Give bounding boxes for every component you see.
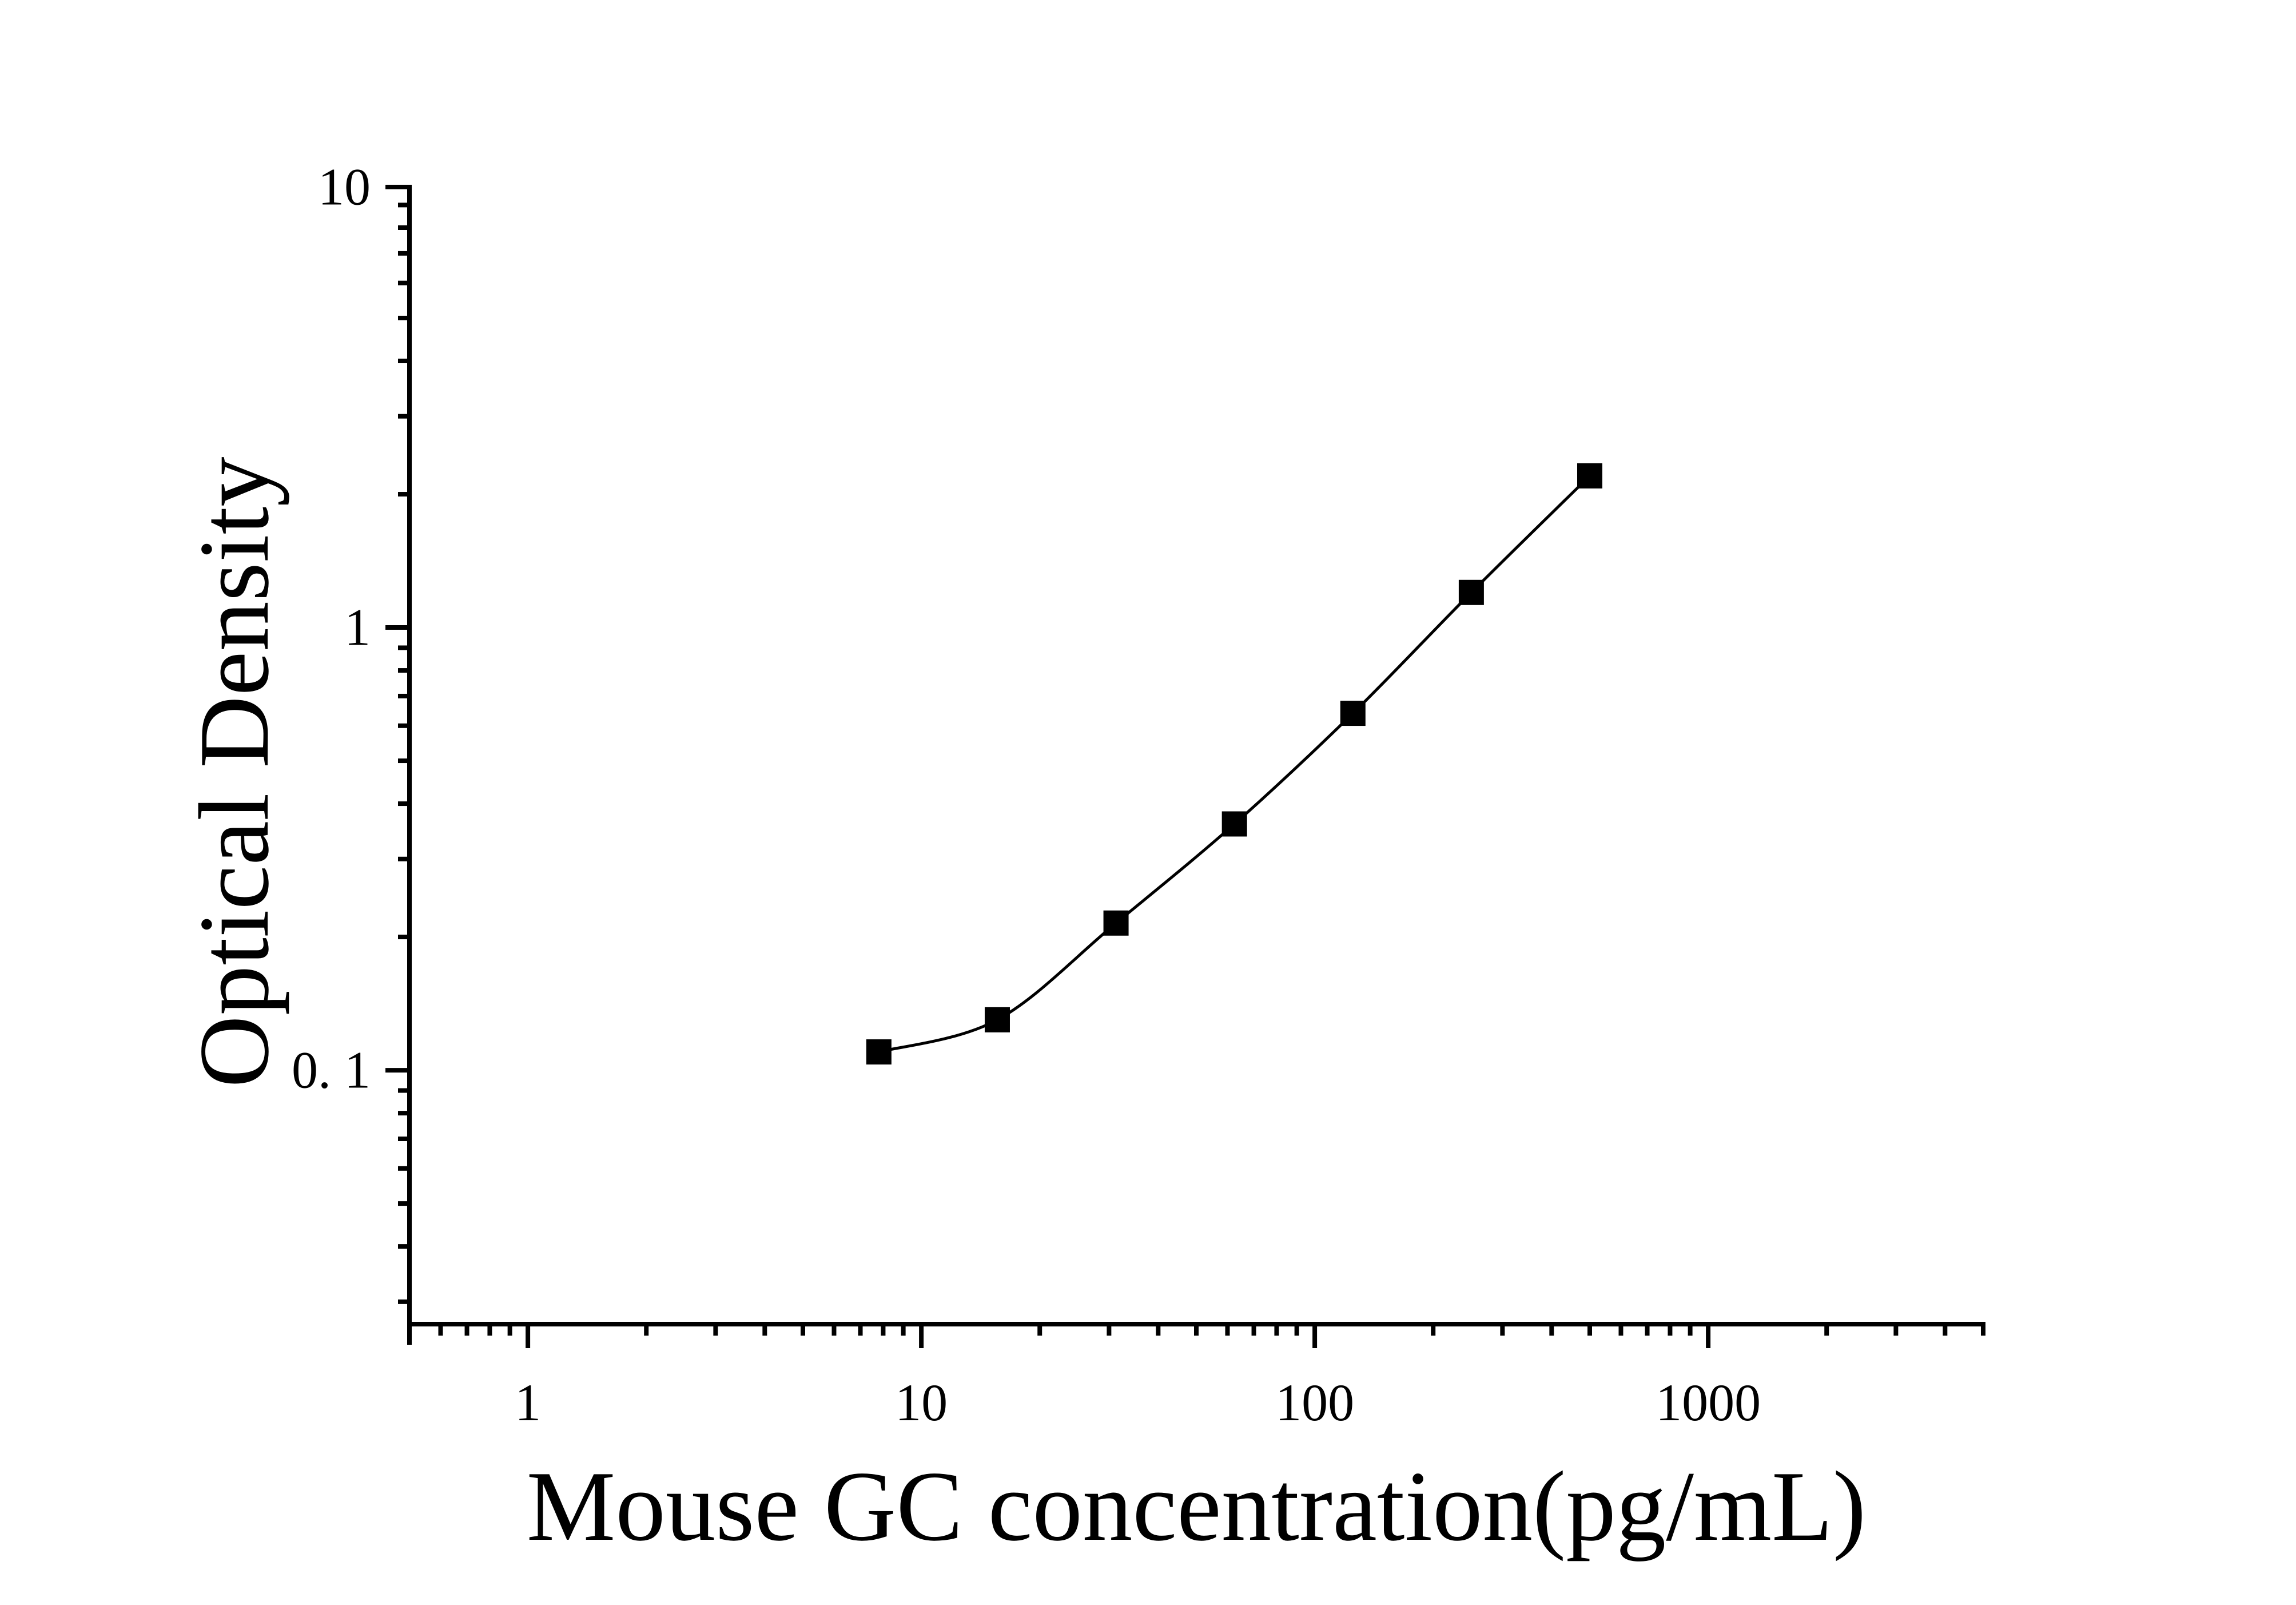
x-tick-label: 1 — [515, 1373, 541, 1432]
data-point-marker — [984, 1007, 1010, 1032]
fit-curve — [878, 475, 1591, 1054]
data-point-marker — [1577, 463, 1602, 488]
y-tick-label: 10 — [318, 157, 371, 216]
x-tick-label: 100 — [1275, 1373, 1354, 1432]
y-tick-label: 0. 1 — [292, 1040, 371, 1099]
data-point-marker — [1103, 910, 1129, 936]
plot-area: 1 10 100 1000 10 1 0. 1 — [292, 157, 1985, 1432]
y-tick-label: 1 — [344, 598, 371, 656]
data-point-marker — [1221, 811, 1247, 837]
y-axis-title: Optical Density — [178, 456, 289, 1087]
x-tick-label: 10 — [895, 1373, 948, 1432]
x-tick-label: 1000 — [1656, 1373, 1761, 1432]
data-point-marker — [1340, 701, 1366, 726]
x-axis-title: Mouse GC concentration(pg/mL) — [527, 1451, 1867, 1562]
data-point-marker — [866, 1039, 892, 1065]
data-point-marker — [1458, 579, 1484, 605]
